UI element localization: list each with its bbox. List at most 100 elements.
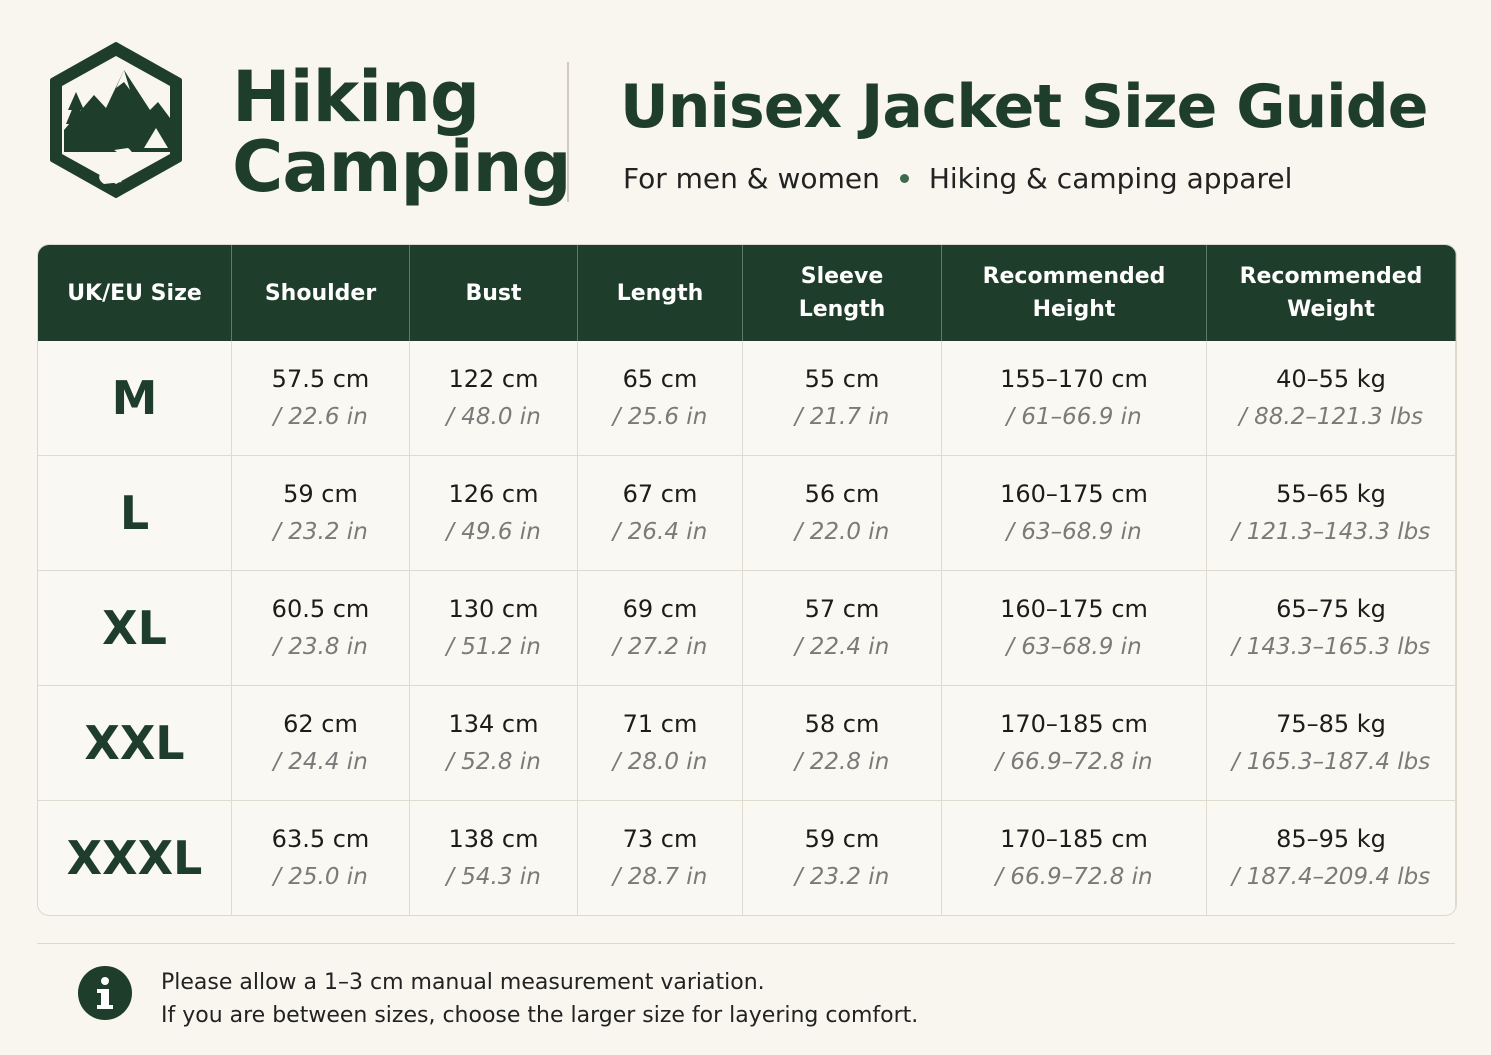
metric-value: 57.5 cm (271, 365, 370, 393)
imperial-value: / 63–68.9 in (1006, 519, 1142, 545)
column-header: Shoulder (232, 245, 410, 341)
metric-value: 69 cm (622, 595, 698, 623)
cell: 40–55 kg / 88.2–121.3 lbs (1207, 341, 1456, 456)
imperial-value: / 66.9–72.8 in (995, 864, 1153, 890)
metric-value: 40–55 kg (1276, 365, 1386, 393)
cell: 85–95 kg / 187.4–209.4 lbs (1207, 801, 1456, 915)
metric-value: 59 cm (804, 825, 880, 853)
cell: 138 cm / 54.3 in (410, 801, 578, 915)
imperial-value: / 22.0 in (794, 519, 890, 545)
imperial-value: / 27.2 in (612, 634, 708, 660)
metric-value: 65 cm (622, 365, 698, 393)
metric-value: 57 cm (804, 595, 880, 623)
bullet (899, 174, 909, 183)
metric-value: 160–175 cm (1000, 595, 1148, 623)
imperial-value: / 52.8 in (446, 749, 541, 775)
size-label: XXXL (66, 831, 203, 885)
metric-value: 85–95 kg (1276, 825, 1386, 853)
imperial-value: / 28.7 in (612, 864, 708, 890)
subtitle-part: Hiking & camping apparel (928, 162, 1293, 195)
metric-value: 60.5 cm (271, 595, 370, 623)
cell: 63.5 cm / 25.0 in (232, 801, 410, 915)
cell: 130 cm / 51.2 in (410, 571, 578, 686)
cell: 126 cm / 49.6 in (410, 456, 578, 571)
size-cell: XXL (38, 686, 232, 801)
column-header: UK/EU Size (38, 245, 232, 341)
metric-value: 59 cm (283, 480, 358, 508)
subtitle: For men & women Hiking & camping apparel (623, 162, 1292, 195)
metric-value: 58 cm (804, 710, 880, 738)
imperial-value: / 54.3 in (446, 864, 541, 890)
brand-line: Hiking (232, 56, 480, 138)
size-label: XL (102, 601, 167, 655)
column-header: Bust (410, 245, 578, 341)
cell: 71 cm / 28.0 in (578, 686, 743, 801)
metric-value: 55 cm (804, 365, 880, 393)
metric-value: 130 cm (448, 595, 539, 623)
size-label: L (119, 486, 150, 540)
metric-value: 170–185 cm (1000, 710, 1148, 738)
size-label: M (111, 371, 158, 425)
note: Please allow a 1–3 cm manual measurement… (161, 966, 918, 1032)
cell: 170–185 cm / 66.9–72.8 in (942, 801, 1207, 915)
imperial-value: / 26.4 in (612, 519, 708, 545)
brand-line: Camping (232, 126, 572, 208)
metric-value: 75–85 kg (1276, 710, 1386, 738)
brand: Hiking Camping (232, 56, 572, 208)
imperial-value: / 22.8 in (794, 749, 890, 775)
note-line: If you are between sizes, choose the lar… (161, 1003, 919, 1028)
cell: 56 cm / 22.0 in (743, 456, 942, 571)
title: Unisex Jacket Size Guide (620, 72, 1428, 142)
imperial-value: / 63–68.9 in (1006, 634, 1142, 660)
imperial-value: / 165.3–187.4 lbs (1231, 749, 1431, 775)
metric-value: 134 cm (448, 710, 539, 738)
cell: 170–185 cm / 66.9–72.8 in (942, 686, 1207, 801)
cell: 67 cm / 26.4 in (578, 456, 743, 571)
imperial-value: / 28.0 in (612, 749, 708, 775)
metric-value: 122 cm (448, 365, 539, 393)
subtitle-part: For men & women (623, 162, 880, 195)
metric-value: 65–75 kg (1276, 595, 1386, 623)
imperial-value: / 25.6 in (612, 404, 708, 430)
column-header: Recommended Height (942, 245, 1207, 341)
imperial-value: / 88.2–121.3 lbs (1239, 404, 1423, 430)
size-cell: M (38, 341, 232, 456)
imperial-value: / 23.2 in (794, 864, 890, 890)
rule (37, 943, 1455, 944)
cell: 59 cm / 23.2 in (743, 801, 942, 915)
imperial-value: / 21.7 in (794, 404, 890, 430)
cell: 122 cm / 48.0 in (410, 341, 578, 456)
metric-value: 126 cm (448, 480, 539, 508)
imperial-value: / 49.6 in (446, 519, 541, 545)
imperial-value: / 66.9–72.8 in (995, 749, 1153, 775)
imperial-value: / 22.6 in (273, 404, 368, 430)
imperial-value: / 25.0 in (273, 864, 368, 890)
cell: 65 cm / 25.6 in (578, 341, 743, 456)
imperial-value: / 23.2 in (273, 519, 368, 545)
imperial-value: / 121.3–143.3 lbs (1231, 519, 1431, 545)
cell: 59 cm / 23.2 in (232, 456, 410, 571)
metric-value: 56 cm (804, 480, 880, 508)
cell: 160–175 cm / 63–68.9 in (942, 571, 1207, 686)
cell: 57 cm / 22.4 in (743, 571, 942, 686)
metric-value: 63.5 cm (271, 825, 370, 853)
cell: 160–175 cm / 63–68.9 in (942, 456, 1207, 571)
imperial-value: / 22.4 in (794, 634, 890, 660)
metric-value: 155–170 cm (1000, 365, 1148, 393)
metric-value: 71 cm (622, 710, 698, 738)
imperial-value: / 143.3–165.3 lbs (1231, 634, 1431, 660)
cell: 69 cm / 27.2 in (578, 571, 743, 686)
imperial-value: / 51.2 in (446, 634, 541, 660)
cell: 55–65 kg / 121.3–143.3 lbs (1207, 456, 1456, 571)
metric-value: 62 cm (283, 710, 358, 738)
size-label: XXL (84, 716, 185, 770)
cell: 57.5 cm / 22.6 in (232, 341, 410, 456)
imperial-value: / 187.4–209.4 lbs (1231, 864, 1431, 890)
cell: 55 cm / 21.7 in (743, 341, 942, 456)
metric-value: 73 cm (622, 825, 698, 853)
column-header: Length (578, 245, 743, 341)
cell: 155–170 cm / 61–66.9 in (942, 341, 1207, 456)
cell: 73 cm / 28.7 in (578, 801, 743, 915)
cell: 60.5 cm / 23.8 in (232, 571, 410, 686)
